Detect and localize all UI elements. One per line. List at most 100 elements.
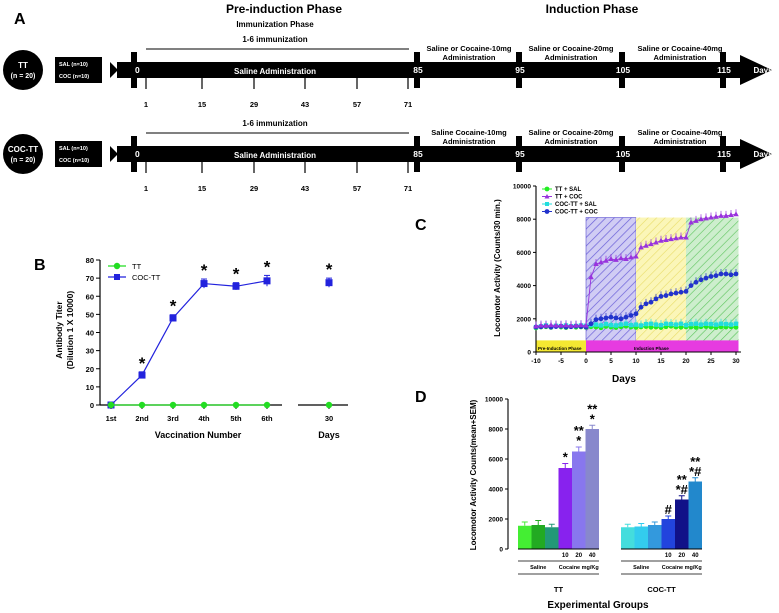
panel-d-label: D bbox=[415, 389, 427, 406]
d-significance-mark: * bbox=[576, 433, 582, 448]
c-point-3 bbox=[673, 290, 679, 296]
c-point-tt-coc bbox=[723, 212, 729, 218]
days-arrow-label: Days bbox=[753, 66, 773, 75]
c-point-3 bbox=[588, 321, 594, 327]
panel-a-label: A bbox=[14, 11, 26, 28]
milestone-bar bbox=[720, 136, 726, 172]
c-legend-label: COC-TT + COC bbox=[555, 210, 598, 216]
c-point-tt-coc bbox=[683, 234, 689, 240]
milestone-bar bbox=[720, 52, 726, 88]
subgroup-sal: SAL (n=10) bbox=[59, 146, 88, 152]
c-point-3 bbox=[678, 289, 684, 295]
d-cocaine-label: Cocaine mg/Kg bbox=[662, 565, 702, 571]
b-point-coc-tt bbox=[325, 279, 333, 287]
c-point-tt-coc bbox=[648, 241, 654, 247]
c-point-coctt-sal bbox=[663, 321, 669, 326]
c-legend-label: COC-TT + SAL bbox=[555, 202, 597, 208]
c-point-tt-coc bbox=[673, 235, 679, 241]
d-saline-label: Saline bbox=[530, 565, 546, 571]
b-point-coc-tt bbox=[263, 277, 271, 285]
b-x-tick-label: 2nd bbox=[135, 414, 149, 423]
b-significance-star: * bbox=[233, 265, 240, 284]
immunization-range-label: 1-6 immunization bbox=[242, 35, 307, 44]
b-point-tt bbox=[263, 401, 271, 409]
d-bar bbox=[572, 451, 586, 549]
b-x-tick-label: 6th bbox=[261, 414, 273, 423]
c-point-3 bbox=[703, 275, 709, 281]
b-significance-star: * bbox=[170, 297, 177, 316]
c-induction-label: Induction Phase bbox=[634, 346, 669, 351]
c-series bbox=[533, 209, 739, 331]
c-point-coctt-sal bbox=[648, 321, 654, 326]
c-legend-marker bbox=[544, 194, 550, 199]
c-point-tt-coc bbox=[628, 254, 634, 260]
c-point-coctt-sal bbox=[628, 322, 634, 328]
c-point-tt-coc bbox=[698, 216, 704, 222]
d-significance-mark: *# bbox=[676, 482, 689, 497]
b-y-tick-label: 20 bbox=[86, 365, 94, 374]
c-point-tt-coc bbox=[598, 259, 604, 265]
b-line-coc-tt bbox=[110, 280, 268, 406]
milestone-bar bbox=[619, 52, 625, 88]
c-point-3 bbox=[728, 272, 734, 278]
c-point-3 bbox=[668, 291, 674, 297]
b-point-tt bbox=[200, 401, 208, 409]
c-phase-shading: Pre-Induction Phase Induction Phase bbox=[536, 217, 739, 353]
timeline-row-coc-tt: 1-6 immunization COC-TT (n = 20) SAL (n=… bbox=[3, 119, 773, 193]
b-legend-label: TT bbox=[132, 262, 142, 271]
b-y-tick-label: 50 bbox=[86, 310, 94, 319]
d-dose-label: 40 bbox=[692, 553, 699, 559]
c-point-tt-coc bbox=[533, 323, 539, 329]
milestone-bar bbox=[131, 52, 137, 88]
d-group-name: COC-TT bbox=[647, 585, 676, 594]
d-significance-mark: * bbox=[590, 411, 596, 426]
c-point-coctt-sal bbox=[668, 321, 674, 327]
c-point-tt-coc bbox=[623, 256, 629, 262]
c-point-tt-coc bbox=[728, 212, 734, 218]
group-circle-n: (n = 20) bbox=[11, 73, 36, 80]
d-group-name: TT bbox=[554, 585, 564, 594]
d-y-tick-label: 10000 bbox=[485, 397, 503, 404]
c-preinduction-label: Pre-Induction Phase bbox=[538, 346, 582, 351]
b-significance-star: * bbox=[264, 257, 271, 276]
c-point-3 bbox=[708, 274, 714, 279]
b-xlabel: Vaccination Number bbox=[155, 430, 242, 440]
c-point-coctt-sal bbox=[638, 323, 644, 328]
c-point-coctt-sal bbox=[703, 321, 709, 326]
c-point-coctt-sal bbox=[708, 321, 714, 327]
b-x-tick-label: 5th bbox=[230, 414, 242, 423]
c-point-3 bbox=[653, 296, 659, 302]
c-x-tick-label: 15 bbox=[657, 358, 665, 365]
timeline-connector-arrow bbox=[110, 146, 118, 162]
milestone-day-label: 85 bbox=[413, 149, 423, 159]
subgroup-sal: SAL (n=10) bbox=[59, 62, 88, 68]
pre-induction-phase-title: Pre-induction Phase bbox=[226, 2, 342, 16]
milestone-day-label: 105 bbox=[616, 149, 630, 159]
d-cocaine-label: Cocaine mg/Kg bbox=[559, 565, 599, 571]
b-legend-marker bbox=[114, 274, 120, 280]
immunization-phase-label: Immunization Phase bbox=[236, 20, 314, 29]
b-point-coc-tt bbox=[200, 280, 208, 288]
segment2-line1: Saline or Cocaine-20mg bbox=[528, 128, 613, 137]
c-point-coctt-sal bbox=[728, 322, 734, 327]
c-x-tick-label: 20 bbox=[682, 358, 690, 365]
milestone-day-label: 85 bbox=[413, 65, 423, 75]
c-ylabel: Locomotor Activity (Counts/30 min.) bbox=[493, 199, 502, 337]
c-point-tt-coc bbox=[653, 239, 659, 245]
c-point-coctt-sal bbox=[598, 323, 604, 328]
c-point-3 bbox=[598, 316, 604, 322]
milestone-bar bbox=[619, 136, 625, 172]
d-ylabel: Locomotor Activity Counts(mean+SEM) bbox=[469, 399, 478, 550]
c-point-tt-coc bbox=[658, 237, 664, 243]
c-point-3 bbox=[698, 277, 704, 283]
immunization-ticks: 1 15 29 43 57 71 bbox=[144, 162, 412, 193]
timeline-connector-arrow bbox=[110, 62, 118, 78]
panel-a-timeline: A Pre-induction Phase Induction Phase Im… bbox=[3, 2, 773, 193]
segment2-line1: Saline or Cocaine-20mg bbox=[528, 44, 613, 53]
c-point-3 bbox=[648, 299, 654, 305]
segment1-line2: Administration bbox=[443, 53, 496, 62]
c-point-tt-coc bbox=[608, 256, 614, 262]
d-y-tick-label: 8000 bbox=[489, 427, 504, 434]
panel-b-antibody-chart: B Antibody Titer (Dilution 1 X 10000) Va… bbox=[34, 256, 348, 440]
c-xlabel: Days bbox=[612, 374, 636, 385]
